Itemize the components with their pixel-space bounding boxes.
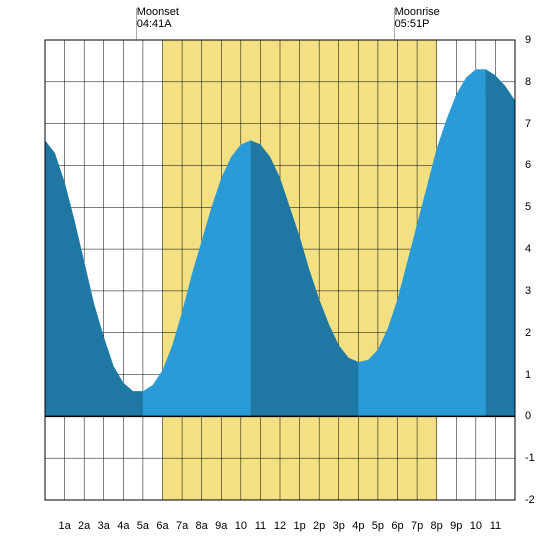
y-tick-label: 9 — [525, 34, 531, 46]
y-tick-label: -1 — [525, 452, 535, 464]
annotation-moonrise: Moonrise05:51P — [395, 6, 440, 30]
annotation-title: Moonset — [137, 6, 179, 18]
x-tick-label: 2a — [78, 520, 90, 532]
y-tick-label: 1 — [525, 369, 531, 381]
x-tick-label: 9a — [215, 520, 227, 532]
x-tick-label: 7a — [176, 520, 188, 532]
annotation-title: Moonrise — [395, 6, 440, 18]
tide-chart: 1a2a3a4a5a6a7a8a9a1011121p2p3p4p5p6p7p8p… — [0, 0, 550, 550]
y-tick-label: 5 — [525, 201, 531, 213]
chart-svg — [0, 0, 550, 550]
x-tick-label: 8a — [196, 520, 208, 532]
y-tick-label: 0 — [525, 410, 531, 422]
annotation-moonset: Moonset04:41A — [137, 6, 179, 30]
x-tick-label: 3p — [333, 520, 345, 532]
x-tick-label: 8p — [431, 520, 443, 532]
x-tick-label: 7p — [411, 520, 423, 532]
x-tick-label: 11 — [490, 520, 501, 532]
x-tick-label: 6p — [391, 520, 403, 532]
x-tick-label: 2p — [313, 520, 325, 532]
annotation-time: 05:51P — [395, 18, 440, 30]
x-tick-label: 10 — [235, 520, 247, 532]
y-tick-label: 7 — [525, 118, 531, 130]
x-tick-label: 10 — [470, 520, 482, 532]
x-tick-label: 4a — [117, 520, 129, 532]
y-tick-label: 6 — [525, 159, 531, 171]
x-tick-label: 5p — [372, 520, 384, 532]
y-tick-label: 3 — [525, 285, 531, 297]
y-tick-label: -2 — [525, 494, 535, 506]
x-tick-label: 1p — [293, 520, 305, 532]
x-tick-label: 9p — [450, 520, 462, 532]
x-tick-label: 1a — [58, 520, 70, 532]
y-tick-label: 2 — [525, 327, 531, 339]
x-tick-label: 5a — [137, 520, 149, 532]
x-tick-label: 12 — [274, 520, 286, 532]
tide-area-shadow — [486, 69, 515, 416]
x-tick-label: 11 — [255, 520, 266, 532]
x-tick-label: 4p — [352, 520, 364, 532]
y-tick-label: 8 — [525, 76, 531, 88]
x-tick-label: 6a — [156, 520, 168, 532]
y-tick-label: 4 — [525, 243, 531, 255]
x-tick-label: 3a — [98, 520, 110, 532]
annotation-time: 04:41A — [137, 18, 179, 30]
